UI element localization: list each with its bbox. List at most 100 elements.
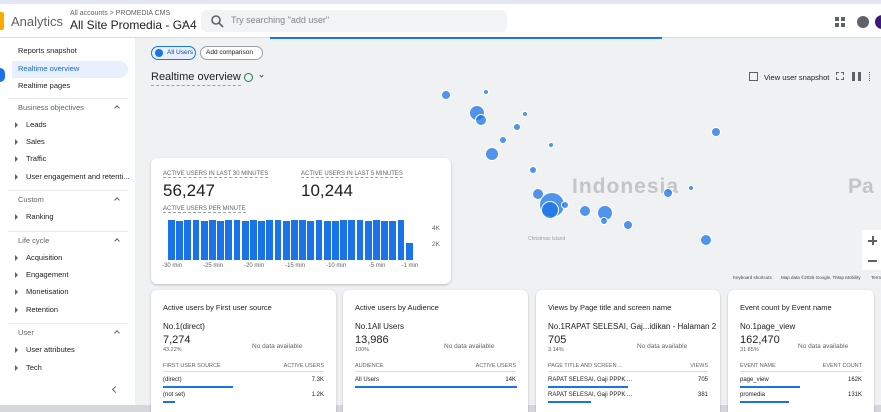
card-title: Event count by Event name bbox=[740, 303, 832, 312]
rank-share: 100% bbox=[355, 347, 370, 353]
bar bbox=[282, 220, 290, 260]
nav-item[interactable]: Leads bbox=[26, 120, 47, 129]
row-value: 381 bbox=[697, 392, 708, 398]
bar bbox=[209, 220, 216, 260]
rank-value: 13,986 bbox=[355, 334, 389, 346]
nav-item[interactable]: Reports snapshot bbox=[18, 46, 77, 55]
nav-item[interactable]: Acquisition bbox=[26, 253, 63, 262]
row-label: promedia bbox=[740, 392, 766, 398]
page-title: Realtime overview bbox=[151, 71, 241, 86]
search-box[interactable] bbox=[201, 10, 507, 32]
column-header: EVENT NAME bbox=[740, 363, 776, 369]
no-data: No data available bbox=[798, 343, 849, 350]
realtime-card: ACTIVE USERS IN LAST 30 MINUTES 56,247 ACT… bbox=[151, 158, 451, 284]
bar bbox=[217, 220, 225, 260]
expand-arrow bbox=[15, 347, 18, 354]
bar bbox=[405, 242, 413, 260]
x-tick-label: -30 min bbox=[162, 263, 183, 269]
expand-arrow bbox=[15, 214, 18, 221]
map-marker bbox=[548, 142, 554, 148]
row-value: 14K bbox=[505, 377, 516, 383]
rank-share: 31.85% bbox=[740, 347, 759, 353]
report-card: Views by Page title and screen name No.1 R… bbox=[536, 290, 720, 412]
map-label: Pa bbox=[848, 175, 874, 198]
bar bbox=[397, 220, 405, 260]
active-nav-bg bbox=[12, 60, 128, 78]
column-header: PAGE TITLE AND SCREEN ... bbox=[548, 363, 623, 369]
expand-arrow bbox=[15, 255, 18, 261]
card-title: Views by Page title and screen name bbox=[548, 303, 672, 312]
section-title[interactable]: Business objectives bbox=[18, 102, 84, 112]
chip-label[interactable]: All Users bbox=[167, 49, 194, 56]
report-card: Event count by Event name No.1 page_view 16… bbox=[728, 290, 874, 412]
section-title[interactable]: Life cycle bbox=[18, 235, 50, 245]
nav-item[interactable]: User attributes bbox=[26, 345, 75, 355]
view-snapshot-link[interactable]: View user snapshot bbox=[764, 73, 830, 82]
bar bbox=[192, 220, 200, 260]
map-marker bbox=[485, 147, 499, 161]
search-placeholder: Try searching "add user" bbox=[231, 15, 330, 25]
chip-all-users bbox=[151, 46, 196, 60]
bar bbox=[364, 220, 372, 260]
bar bbox=[250, 220, 257, 260]
header-icons[interactable] bbox=[832, 12, 881, 32]
nav-item[interactable]: Monetisation bbox=[26, 287, 69, 297]
expand-arrow bbox=[15, 364, 18, 371]
metric-value: 10,244 bbox=[301, 181, 353, 200]
header-rule bbox=[163, 371, 324, 372]
rank-name: (direct) bbox=[180, 322, 205, 331]
y-tick-label: 2K bbox=[432, 240, 440, 248]
bar bbox=[323, 221, 331, 260]
nav-item[interactable]: Tech bbox=[26, 362, 42, 372]
rank-name: RAPAT SELESAI, Gaj...idikan - Halaman 2 bbox=[565, 322, 717, 331]
expand-arrow bbox=[15, 139, 18, 146]
column-header: ACTIVE USERS bbox=[283, 363, 324, 369]
rank-label: No.1 bbox=[355, 322, 372, 331]
nav-item[interactable]: Realtime overview bbox=[18, 63, 80, 73]
rail-dot bbox=[0, 68, 5, 82]
bar bbox=[332, 220, 339, 260]
expand-arrow bbox=[15, 173, 18, 180]
share-icon bbox=[869, 72, 877, 81]
fullscreen-icon bbox=[836, 72, 844, 80]
nav-item[interactable]: Traffic bbox=[26, 154, 47, 164]
map-marker bbox=[513, 123, 521, 131]
status-check bbox=[244, 73, 253, 82]
column-header: EVENT COUNT bbox=[822, 363, 862, 369]
row-bar bbox=[163, 386, 233, 388]
divider bbox=[8, 322, 128, 324]
map-marker bbox=[541, 201, 559, 219]
zoom-in-v bbox=[872, 236, 874, 245]
row-label: RAPAT SELESAI, Gaji PPPK ... bbox=[548, 392, 633, 398]
expand-arrow bbox=[15, 156, 18, 163]
rank-value: 705 bbox=[548, 334, 567, 346]
row-bar bbox=[163, 401, 175, 403]
search-icon bbox=[211, 15, 224, 28]
metric-label: ACTIVE USERS IN LAST 5 MINUTES bbox=[301, 171, 403, 178]
row-value: 705 bbox=[697, 377, 708, 383]
chart-title: ACTIVE USERS PER MINUTE bbox=[163, 206, 246, 213]
map-marker bbox=[700, 234, 712, 246]
bar bbox=[184, 220, 192, 260]
nav-item[interactable]: Ranking bbox=[26, 212, 54, 222]
rank-value: 7,274 bbox=[163, 334, 191, 346]
chip-label[interactable]: Add comparison bbox=[206, 49, 253, 56]
nav-item[interactable]: Retention bbox=[26, 304, 59, 314]
map-marker bbox=[522, 111, 528, 117]
app-name: Analytics bbox=[11, 14, 64, 29]
map-marker bbox=[663, 188, 673, 198]
nav-item[interactable]: Engagement bbox=[26, 270, 69, 280]
x-tick-label: -5 min bbox=[368, 263, 386, 269]
section-title[interactable]: User bbox=[18, 327, 34, 337]
property-selector[interactable]: All Site Promedia - GA4 bbox=[70, 18, 197, 32]
nav-item[interactable]: Realtime pages bbox=[18, 81, 71, 90]
nav-item[interactable]: Sales bbox=[26, 137, 45, 147]
map-label: Indonesia bbox=[572, 175, 680, 198]
breadcrumb[interactable]: All accounts > PROMEDIA CMS bbox=[70, 10, 171, 17]
map-marker bbox=[579, 205, 591, 217]
section-title[interactable]: Custom bbox=[18, 194, 44, 204]
no-data: No data available bbox=[252, 343, 303, 350]
nav-item[interactable]: User engagement and retenti... bbox=[26, 171, 130, 181]
x-tick-label: -25 min bbox=[203, 263, 224, 269]
bar bbox=[200, 221, 208, 260]
